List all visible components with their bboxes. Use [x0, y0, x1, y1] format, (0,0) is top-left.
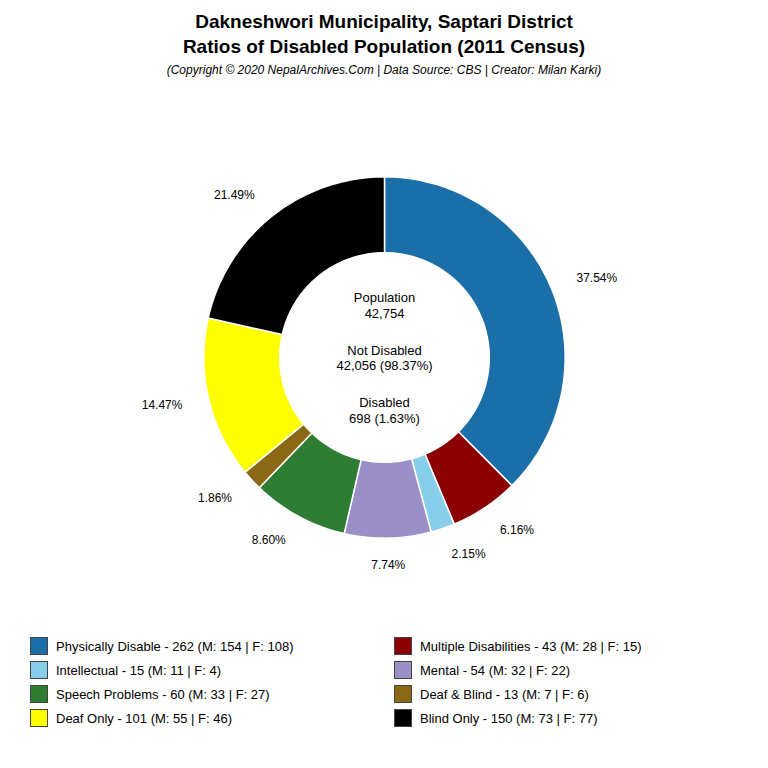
- svg-text:7.74%: 7.74%: [371, 558, 405, 572]
- html-text:Speech Problems - 60 (M: 33 |: Speech Problems - 60 (M: 33 | F: 27): [56, 686, 270, 702]
- html-text:Deaf Only - 101 (M: 55 | F: 46: Deaf Only - 101 (M: 55 | F: 46): [56, 710, 233, 726]
- svg-text:Disabled698 (1.63%): Disabled698 (1.63%): [349, 395, 420, 426]
- svg-text:1.86%: 1.86%: [198, 492, 232, 506]
- html-text:Deaf & Blind - 13 (M: 7 | F: 6: Deaf & Blind - 13 (M: 7 | F: 6): [420, 686, 589, 702]
- html-text:(Copyright © 2020 NepalArchive: (Copyright © 2020 NepalArchives.Com | Da…: [166, 63, 602, 78]
- svg-text:14.47%: 14.47%: [142, 399, 183, 413]
- html-text:Mental - 54 (M: 32 | F: 22): Mental - 54 (M: 32 | F: 22): [420, 662, 570, 678]
- svg-text:6.16%: 6.16%: [500, 523, 534, 537]
- svg-text:Not Disabled42,056 (98.37%): Not Disabled42,056 (98.37%): [336, 343, 432, 374]
- html-text:Multiple Disabilities - 43 (M:: Multiple Disabilities - 43 (M: 28 | F: 1…: [420, 638, 642, 654]
- svg-text:8.60%: 8.60%: [252, 533, 286, 547]
- svg-text:21.49%: 21.49%: [214, 189, 255, 203]
- svg-text:2.15%: 2.15%: [452, 547, 486, 561]
- html-text:Blind Only - 150 (M: 73 | F: 7: Blind Only - 150 (M: 73 | F: 77): [420, 710, 598, 726]
- svg-text:37.54%: 37.54%: [577, 271, 618, 285]
- svg-text:Population42,754: Population42,754: [354, 291, 415, 322]
- html-text:Dakneshwori Municipality, Sapt: Dakneshwori Municipality, Saptari Distri…: [182, 11, 586, 57]
- html-text:Intellectual - 15 (M: 11 | F:: Intellectual - 15 (M: 11 | F: 4): [56, 662, 221, 678]
- html-text:Physically Disable - 262 (M: 1: Physically Disable - 262 (M: 154 | F: 10…: [56, 638, 294, 654]
